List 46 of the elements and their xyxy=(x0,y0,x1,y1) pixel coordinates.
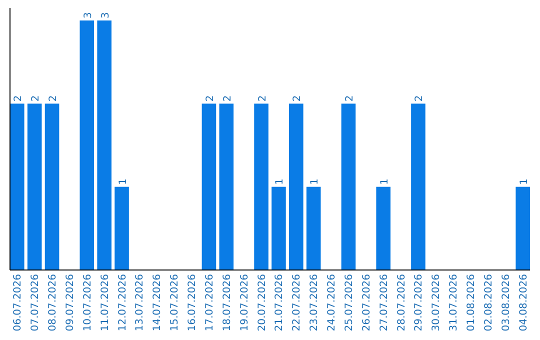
x-tick-label: 15.07.2026 xyxy=(170,274,181,332)
x-tick-label: 24.07.2026 xyxy=(326,274,338,332)
x-tick-label: 17.07.2026 xyxy=(204,274,216,332)
x-tick-label: 20.07.2026 xyxy=(256,274,268,332)
x-tick-label: 16.07.2026 xyxy=(187,274,198,332)
x-tick-label: 19.07.2026 xyxy=(239,274,250,332)
x-tick-label: 21.07.2026 xyxy=(274,274,286,332)
data-label: 2 xyxy=(48,95,60,102)
x-tick-label: 10.07.2026 xyxy=(82,274,94,332)
data-label: 2 xyxy=(204,95,216,102)
x-tick-label: 26.07.2026 xyxy=(361,274,372,332)
data-label: 1 xyxy=(274,178,286,185)
x-tick-label: 11.07.2026 xyxy=(100,274,111,332)
x-tick-label: 03.08.2026 xyxy=(500,274,512,332)
x-tick-label: 07.07.2026 xyxy=(30,274,42,332)
x-tick-label: 14.07.2026 xyxy=(152,274,164,332)
x-tick-label: 13.07.2026 xyxy=(134,274,146,332)
data-label: 1 xyxy=(518,178,530,185)
x-tick-label: 27.07.2026 xyxy=(378,274,390,332)
data-label: 2 xyxy=(292,95,304,102)
x-tick-label: 01.08.2026 xyxy=(466,274,478,332)
data-label: 2 xyxy=(344,95,356,102)
x-tick-label: 12.07.2026 xyxy=(117,274,128,332)
x-tick-label: 02.08.2026 xyxy=(483,274,494,332)
x-tick-label: 18.07.2026 xyxy=(222,274,233,332)
x-tick-label: 30.07.2026 xyxy=(431,274,442,332)
data-label: 3 xyxy=(82,12,94,18)
x-tick-label: 04.08.2026 xyxy=(518,274,530,332)
data-label: 2 xyxy=(257,95,268,102)
data-label: 1 xyxy=(379,178,390,185)
data-label: 1 xyxy=(118,178,129,185)
data-label: 3 xyxy=(100,12,112,18)
x-tick-label: 29.07.2026 xyxy=(414,274,425,332)
x-tick-label: 22.07.2026 xyxy=(292,274,303,332)
data-label: 2 xyxy=(222,95,234,102)
x-tick-label: 08.07.2026 xyxy=(48,274,59,332)
x-tick-label: 23.07.2026 xyxy=(309,274,320,332)
x-tick-label: 31.07.2026 xyxy=(448,274,460,332)
data-label: 2 xyxy=(414,95,426,102)
x-tick-label: 06.07.2026 xyxy=(12,274,24,332)
data-label: 1 xyxy=(310,178,321,185)
data-label: 2 xyxy=(30,95,42,102)
x-tick-label: 25.07.2026 xyxy=(344,274,355,332)
x-tick-label: 28.07.2026 xyxy=(396,274,408,332)
x-tick-label: 09.07.2026 xyxy=(64,274,76,332)
data-label: 2 xyxy=(13,95,24,102)
